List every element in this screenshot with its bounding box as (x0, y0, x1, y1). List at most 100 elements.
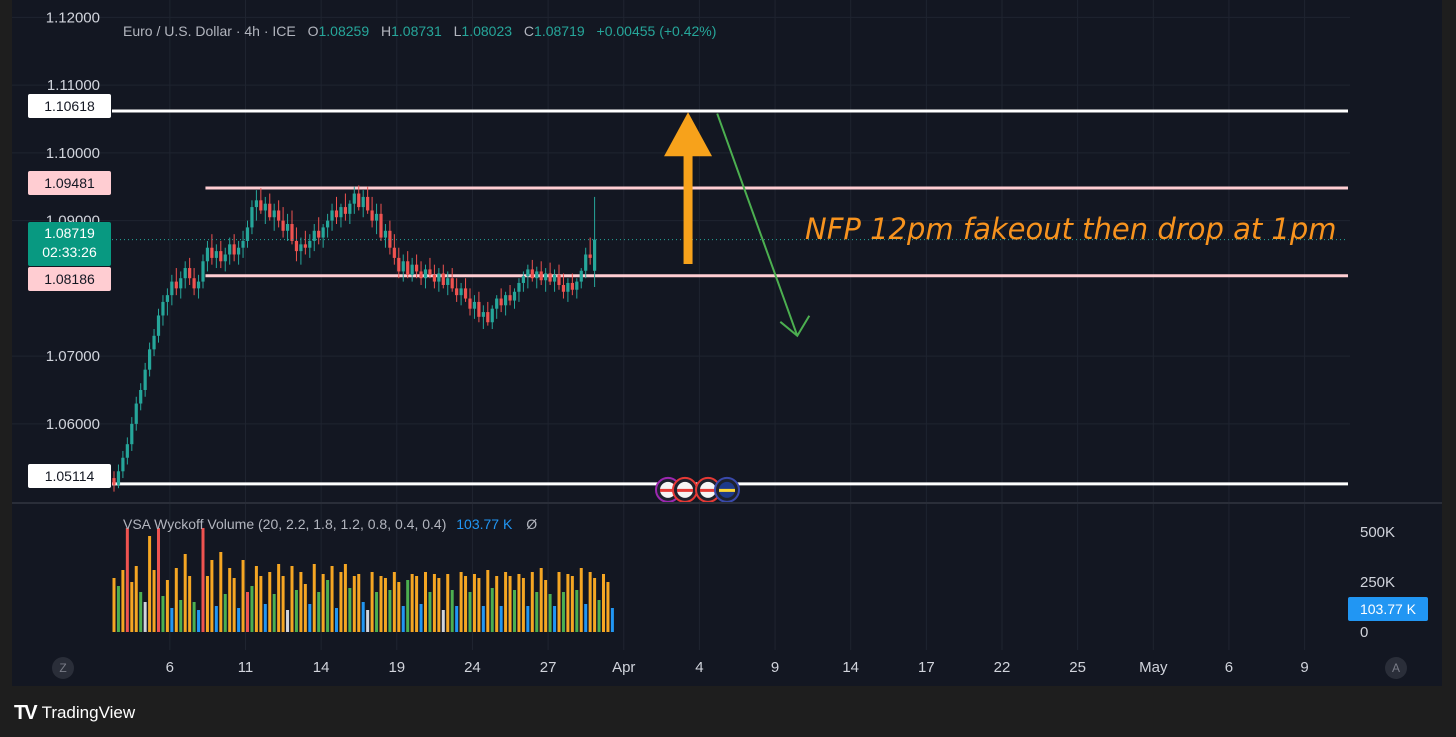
open-label: O (307, 23, 319, 39)
candle-body (530, 269, 534, 279)
last-price-value: 1.08719 (44, 225, 95, 241)
candle-body (441, 273, 445, 285)
volume-bar (116, 586, 120, 632)
candle-body (517, 282, 521, 292)
volume-bar (530, 572, 534, 632)
price-tick-label: 1.07000 (46, 348, 100, 365)
volume-bar (566, 574, 570, 632)
candle-body (557, 274, 561, 285)
candle-body (588, 254, 592, 258)
volume-bar (544, 580, 548, 632)
candle-body (459, 288, 463, 296)
candle-body (134, 403, 138, 424)
candle-body (179, 278, 183, 289)
candle-body (508, 295, 512, 301)
drawing-arrows (664, 112, 811, 338)
price-tag-range-bottom: 1.08186 (28, 267, 111, 291)
volume-bar (606, 582, 610, 632)
volume-bar (254, 566, 258, 632)
candle-body (401, 261, 405, 272)
candle-body (570, 282, 574, 290)
auto-scale-right-button[interactable]: A (1385, 657, 1407, 679)
volume-bar (375, 592, 379, 632)
candle-body (192, 278, 196, 289)
volume-bar (179, 600, 183, 632)
grid-lines (12, 0, 1350, 650)
volume-bar (232, 578, 236, 632)
volume-bar (455, 606, 459, 632)
volume-bar (357, 574, 361, 632)
volume-bar (472, 574, 476, 632)
volume-indicator-legend: VSA Wyckoff Volume (20, 2.2, 1.8, 1.2, 0… (123, 516, 537, 532)
volume-bar (290, 566, 294, 632)
candle-body (343, 207, 347, 214)
candle-body (410, 264, 414, 275)
candle-body (174, 281, 178, 289)
candle-body (312, 230, 316, 241)
volume-bar (241, 560, 245, 632)
price-tick-label: 1.06000 (46, 416, 100, 433)
volume-bar (326, 580, 330, 632)
footer-branding[interactable]: TV TradingView (14, 700, 135, 726)
volume-bar (570, 576, 574, 632)
time-tick-label: 9 (1300, 659, 1308, 676)
candle-body (263, 203, 267, 211)
time-tick-label: 24 (464, 659, 481, 676)
candle-body (566, 282, 570, 292)
volume-bar (513, 590, 516, 632)
candle-body (334, 210, 339, 218)
volume-bar (593, 578, 597, 632)
volume-bar (303, 584, 307, 632)
candle-body (232, 244, 236, 255)
symbol-title[interactable]: Euro / U.S. Dollar · 4h · ICE (123, 23, 296, 39)
candle-body (281, 220, 285, 231)
auto-scale-left-button[interactable]: Z (52, 657, 74, 679)
close-label: C (523, 23, 535, 39)
volume-bar (557, 572, 561, 632)
high-value: 1.08731 (391, 23, 442, 39)
volume-bar (561, 592, 565, 632)
candle-body (125, 444, 129, 458)
candle-body (183, 268, 187, 279)
volume-bar (424, 572, 427, 632)
volume-bar (548, 594, 552, 632)
drop-arrow-shaft (716, 113, 799, 337)
candle-body (357, 193, 361, 208)
candle-body (268, 203, 272, 218)
time-tick-label: Apr (612, 659, 635, 676)
price-tick-label: 1.10000 (46, 145, 100, 162)
candle-body (121, 457, 125, 472)
time-tick-label: 25 (1069, 659, 1086, 676)
candle-body (392, 247, 396, 258)
candle-body (366, 196, 370, 211)
candle-body (188, 268, 192, 279)
volume-bar (148, 536, 152, 632)
volume-bar (228, 568, 232, 632)
candle-body (219, 251, 223, 262)
candle-body (165, 295, 169, 302)
volume-indicator-title[interactable]: VSA Wyckoff Volume (20, 2.2, 1.8, 1.2, 0… (123, 516, 447, 532)
volume-bar (263, 604, 267, 632)
candle-body (504, 295, 508, 306)
volume-bar (192, 602, 196, 632)
price-axis: 1.120001.110001.100001.090001.070001.060… (46, 9, 100, 432)
volume-bar (219, 552, 223, 632)
volume-tick-label: 500K (1360, 524, 1395, 541)
volume-tick-label: 250K (1360, 574, 1395, 591)
candle-body (285, 224, 290, 231)
volume-bar (210, 560, 214, 632)
time-tick-label: 19 (388, 659, 405, 676)
candle-body (455, 288, 459, 296)
volume-bar (499, 606, 503, 632)
candle-body (112, 478, 116, 485)
change-value: +0.00455 (+0.42%) (596, 23, 717, 39)
volume-axis: 500K 250K 0 (1360, 524, 1395, 641)
volume-bar (401, 606, 405, 632)
chart-annotation[interactable]: NFP 12pm fakeout then drop at 1pm (805, 212, 1337, 246)
economic-event-icons[interactable] (655, 476, 740, 503)
volume-bar (143, 602, 147, 632)
volume-bar (410, 574, 414, 632)
candle-body (228, 244, 232, 255)
candle-body (116, 471, 121, 485)
